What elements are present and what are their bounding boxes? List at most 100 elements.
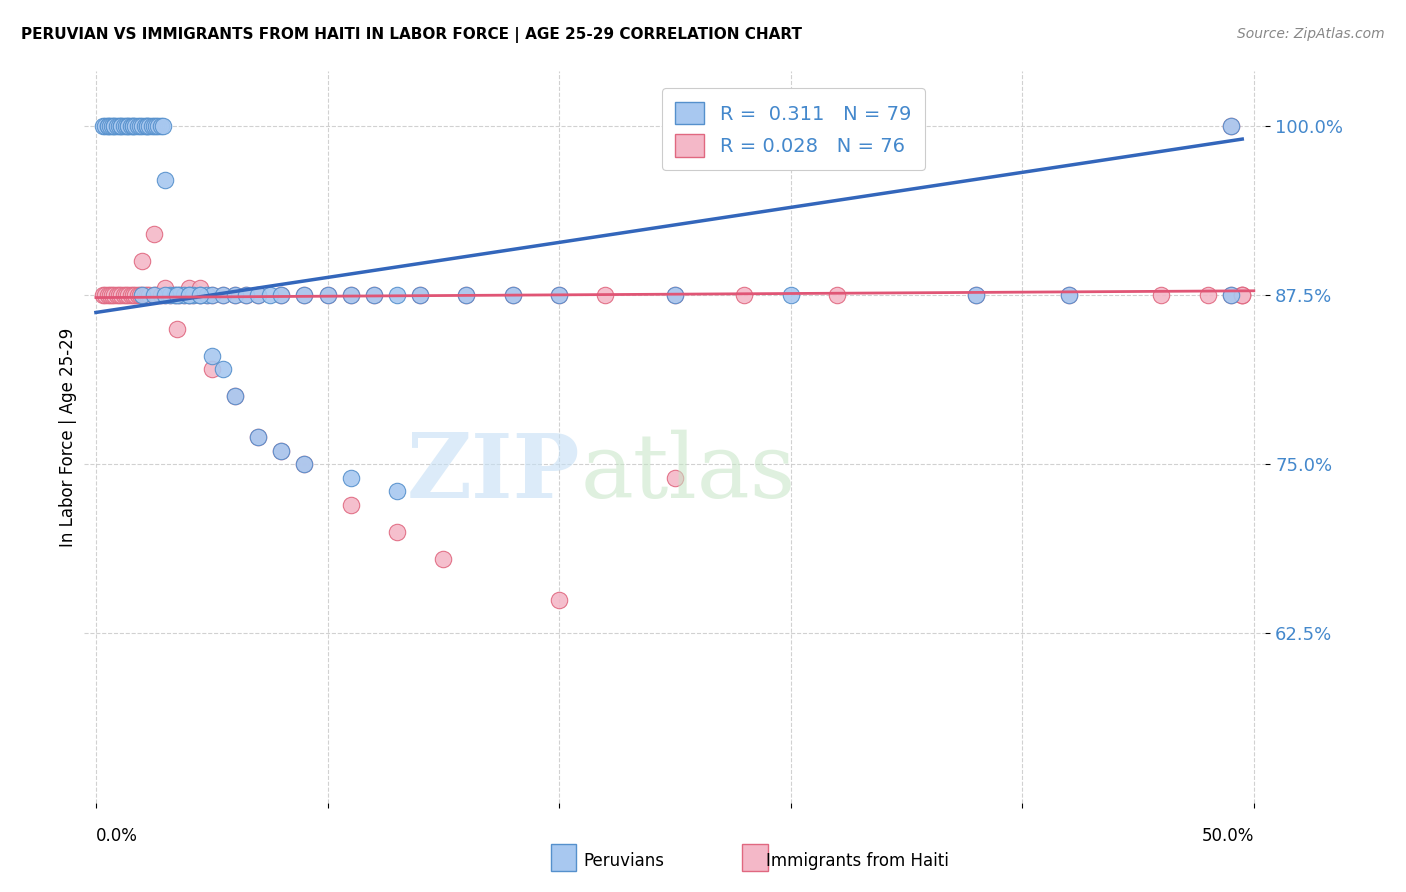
Point bbox=[235, 288, 257, 302]
Point bbox=[163, 288, 186, 302]
Text: 50.0%: 50.0% bbox=[1202, 827, 1254, 846]
Point bbox=[825, 288, 848, 302]
Point bbox=[166, 322, 188, 336]
Point bbox=[292, 457, 315, 471]
Point bbox=[201, 349, 224, 363]
Point bbox=[105, 288, 128, 302]
Point bbox=[201, 362, 224, 376]
Point bbox=[224, 288, 246, 302]
Point bbox=[316, 288, 339, 302]
Point bbox=[270, 443, 292, 458]
Point bbox=[548, 592, 571, 607]
Point bbox=[270, 443, 292, 458]
Point bbox=[664, 288, 686, 302]
Point bbox=[101, 119, 124, 133]
Point bbox=[1197, 288, 1219, 302]
Point bbox=[1219, 288, 1241, 302]
Point bbox=[385, 288, 408, 302]
Point bbox=[98, 119, 121, 133]
Point bbox=[131, 288, 153, 302]
Point bbox=[339, 288, 361, 302]
Point bbox=[270, 288, 292, 302]
Point bbox=[135, 288, 157, 302]
Point bbox=[733, 288, 755, 302]
Point bbox=[1232, 288, 1254, 302]
Point bbox=[103, 119, 125, 133]
Point bbox=[1232, 288, 1254, 302]
Point bbox=[127, 288, 149, 302]
Point bbox=[432, 552, 454, 566]
Point bbox=[188, 281, 211, 295]
Point bbox=[339, 471, 361, 485]
Point bbox=[135, 119, 157, 133]
Point bbox=[138, 119, 160, 133]
Point bbox=[115, 288, 138, 302]
Point bbox=[135, 119, 157, 133]
Point bbox=[177, 288, 200, 302]
Point bbox=[235, 288, 257, 302]
Point bbox=[1057, 288, 1080, 302]
Point bbox=[292, 457, 315, 471]
Point bbox=[155, 288, 177, 302]
Point bbox=[101, 288, 124, 302]
Point bbox=[456, 288, 478, 302]
Point bbox=[1219, 288, 1241, 302]
Point bbox=[131, 254, 153, 268]
Point bbox=[456, 288, 478, 302]
Point bbox=[173, 288, 195, 302]
Point bbox=[188, 288, 211, 302]
Point bbox=[270, 288, 292, 302]
Point bbox=[96, 119, 118, 133]
Point bbox=[103, 119, 125, 133]
Point bbox=[110, 119, 132, 133]
Point bbox=[363, 288, 385, 302]
Point bbox=[129, 119, 152, 133]
Point bbox=[112, 288, 135, 302]
Point bbox=[142, 119, 165, 133]
Point bbox=[110, 119, 132, 133]
Point bbox=[247, 288, 270, 302]
Point bbox=[108, 119, 131, 133]
Point bbox=[122, 288, 145, 302]
Point bbox=[122, 119, 145, 133]
Point bbox=[96, 288, 118, 302]
Point bbox=[363, 288, 385, 302]
Point bbox=[1232, 288, 1254, 302]
Point bbox=[177, 288, 200, 302]
Point bbox=[96, 119, 118, 133]
Text: Immigrants from Haiti: Immigrants from Haiti bbox=[766, 852, 949, 870]
Point bbox=[1219, 119, 1241, 133]
Point bbox=[141, 119, 163, 133]
Point bbox=[105, 119, 128, 133]
Point bbox=[134, 288, 156, 302]
Point bbox=[177, 288, 200, 302]
Point bbox=[142, 227, 165, 241]
Point bbox=[247, 430, 270, 444]
Point bbox=[124, 288, 146, 302]
Point bbox=[98, 288, 121, 302]
Text: Peruvians: Peruvians bbox=[583, 852, 665, 870]
Point bbox=[148, 119, 170, 133]
Point bbox=[502, 288, 524, 302]
Point bbox=[127, 119, 149, 133]
Text: PERUVIAN VS IMMIGRANTS FROM HAITI IN LABOR FORCE | AGE 25-29 CORRELATION CHART: PERUVIAN VS IMMIGRANTS FROM HAITI IN LAB… bbox=[21, 27, 801, 43]
Point bbox=[110, 288, 132, 302]
Point bbox=[129, 288, 152, 302]
Point bbox=[339, 288, 361, 302]
Point bbox=[142, 288, 165, 302]
Point bbox=[112, 119, 135, 133]
Point bbox=[159, 288, 181, 302]
Point bbox=[212, 362, 235, 376]
Point bbox=[145, 119, 167, 133]
Point bbox=[173, 288, 195, 302]
Y-axis label: In Labor Force | Age 25-29: In Labor Force | Age 25-29 bbox=[59, 327, 77, 547]
Point bbox=[259, 288, 281, 302]
Point bbox=[120, 288, 142, 302]
Point bbox=[292, 288, 315, 302]
Point bbox=[224, 389, 246, 403]
Point bbox=[224, 288, 246, 302]
Point bbox=[1057, 288, 1080, 302]
Point bbox=[247, 288, 270, 302]
Text: 0.0%: 0.0% bbox=[96, 827, 138, 846]
Point bbox=[548, 288, 571, 302]
